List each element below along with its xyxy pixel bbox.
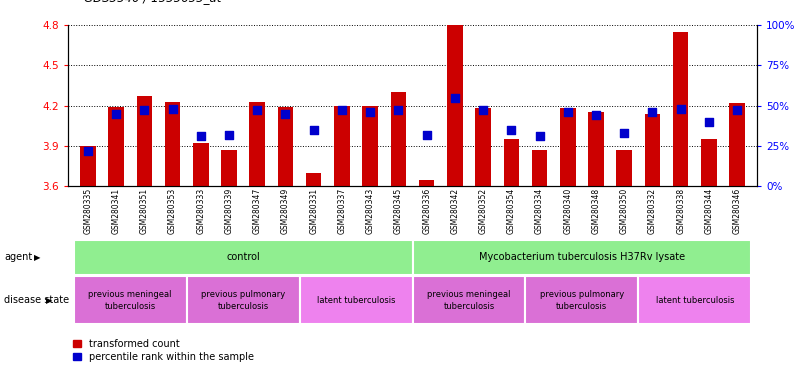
Bar xyxy=(532,150,547,186)
Point xyxy=(477,108,489,114)
Bar xyxy=(80,146,95,186)
Point xyxy=(562,109,574,115)
Point xyxy=(449,94,461,101)
Point xyxy=(336,108,348,114)
Point xyxy=(82,148,95,154)
Point xyxy=(674,106,687,112)
Bar xyxy=(730,103,745,186)
Point xyxy=(223,132,235,138)
Bar xyxy=(362,106,378,186)
Bar xyxy=(221,150,237,186)
Point xyxy=(646,109,659,115)
Bar xyxy=(249,101,265,186)
Bar xyxy=(74,276,187,324)
Point xyxy=(364,109,376,115)
Bar xyxy=(588,112,604,186)
Text: GDS3540 / 1555655_at: GDS3540 / 1555655_at xyxy=(84,0,222,4)
Point xyxy=(392,108,405,114)
Bar xyxy=(475,108,491,186)
Bar xyxy=(193,143,208,186)
Bar xyxy=(413,240,751,275)
Point xyxy=(166,106,179,112)
Bar xyxy=(278,107,293,186)
Bar xyxy=(306,173,321,186)
Bar xyxy=(391,92,406,186)
Text: previous meningeal
tuberculosis: previous meningeal tuberculosis xyxy=(427,290,511,311)
Point xyxy=(505,127,517,133)
Point xyxy=(110,111,123,117)
Bar xyxy=(419,180,434,186)
Text: Mycobacterium tuberculosis H37Rv lysate: Mycobacterium tuberculosis H37Rv lysate xyxy=(479,252,685,262)
Text: previous meningeal
tuberculosis: previous meningeal tuberculosis xyxy=(88,290,172,311)
Point xyxy=(421,132,433,138)
Bar xyxy=(447,25,463,186)
Text: latent tuberculosis: latent tuberculosis xyxy=(317,296,396,305)
Bar xyxy=(165,101,180,186)
Text: ▶: ▶ xyxy=(34,253,41,262)
Text: previous pulmonary
tuberculosis: previous pulmonary tuberculosis xyxy=(540,290,624,311)
Bar xyxy=(560,108,576,186)
Text: agent: agent xyxy=(4,252,32,262)
Bar xyxy=(504,139,519,186)
Bar xyxy=(136,96,152,186)
Point xyxy=(138,108,151,114)
Bar xyxy=(525,276,638,324)
Text: previous pulmonary
tuberculosis: previous pulmonary tuberculosis xyxy=(201,290,285,311)
Text: disease state: disease state xyxy=(4,295,69,306)
Bar xyxy=(617,150,632,186)
Bar xyxy=(334,106,350,186)
Point xyxy=(533,133,546,139)
Point xyxy=(618,130,630,136)
Bar xyxy=(701,139,717,186)
Text: latent tuberculosis: latent tuberculosis xyxy=(655,296,734,305)
Text: control: control xyxy=(226,252,260,262)
Bar xyxy=(74,240,413,275)
Point xyxy=(702,119,715,125)
Point xyxy=(195,133,207,139)
Point xyxy=(279,111,292,117)
Bar xyxy=(673,31,689,186)
Bar xyxy=(108,107,124,186)
Bar xyxy=(300,276,413,324)
Point xyxy=(308,127,320,133)
Bar xyxy=(187,276,300,324)
Bar xyxy=(413,276,525,324)
Bar xyxy=(645,114,660,186)
Legend: transformed count, percentile rank within the sample: transformed count, percentile rank withi… xyxy=(73,339,253,362)
Point xyxy=(251,108,264,114)
Point xyxy=(590,112,602,118)
Point xyxy=(731,108,743,114)
Bar xyxy=(638,276,751,324)
Text: ▶: ▶ xyxy=(46,296,52,305)
